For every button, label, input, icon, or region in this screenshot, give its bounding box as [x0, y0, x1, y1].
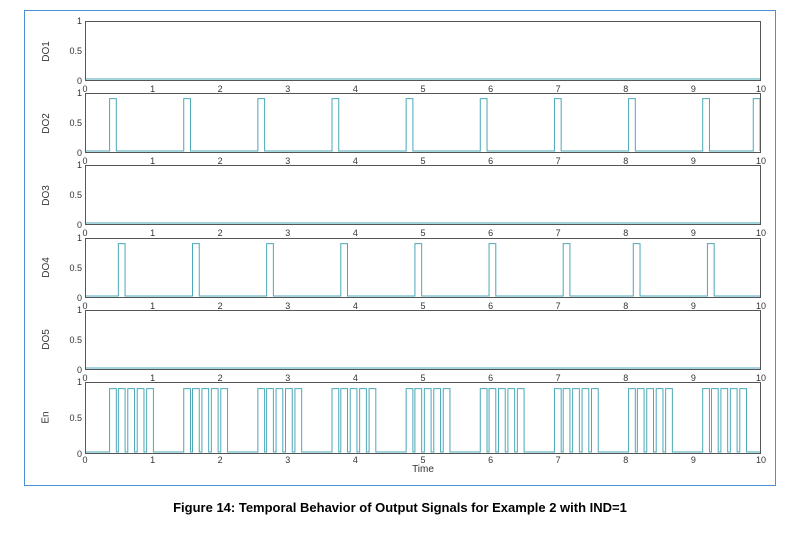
- ytick-column: 00.51: [63, 310, 85, 370]
- ylabel: DO5: [29, 310, 63, 370]
- xtick: 0: [82, 455, 87, 465]
- xtick-row: 012345678910: [85, 300, 761, 310]
- ytick: 1: [77, 377, 82, 387]
- xtick: 9: [691, 455, 696, 465]
- ytick: 1: [77, 160, 82, 170]
- ylabel-text: DO4: [41, 257, 52, 278]
- xtick: 2: [218, 455, 223, 465]
- ytick-column: 00.51: [63, 165, 85, 225]
- xtick: 6: [488, 455, 493, 465]
- ytick-column: 00.51: [63, 238, 85, 298]
- ytick: 0: [77, 148, 82, 158]
- figure-container: DO100.51012345678910DO200.51012345678910…: [24, 10, 776, 486]
- ytick-column: 00.51: [63, 21, 85, 81]
- axes-box: [85, 165, 761, 225]
- xtick-row: 012345678910: [85, 454, 761, 464]
- ylabel-text: En: [40, 412, 51, 424]
- xtick-row: 012345678910: [85, 372, 761, 382]
- xtick: 4: [353, 455, 358, 465]
- xtick: 3: [285, 455, 290, 465]
- ytick: 1: [77, 88, 82, 98]
- ylabel: DO2: [29, 93, 63, 153]
- ytick: 0: [77, 365, 82, 375]
- ytick: 1: [77, 305, 82, 315]
- ytick: 1: [77, 16, 82, 26]
- axes-box: [85, 21, 761, 81]
- subplot-do3: DO3 00.51: [29, 165, 761, 225]
- ylabel: DO4: [29, 238, 63, 298]
- ytick: 0: [77, 76, 82, 86]
- axes-box: [85, 93, 761, 153]
- ytick: 1: [77, 233, 82, 243]
- ytick: 0.5: [69, 46, 82, 56]
- ytick-column: 00.51: [63, 93, 85, 153]
- ytick: 0: [77, 449, 82, 459]
- axes-box: [85, 238, 761, 298]
- xtick-row: 012345678910: [85, 83, 761, 93]
- ylabel: DO1: [29, 21, 63, 81]
- ytick: 0.5: [69, 335, 82, 345]
- ylabel-text: DO1: [41, 41, 52, 62]
- subplot-do4: DO4 00.51: [29, 238, 761, 298]
- figure-caption: Figure 14: Temporal Behavior of Output S…: [0, 500, 800, 515]
- subplot-do1: DO1 00.51: [29, 21, 761, 81]
- ytick: 0.5: [69, 413, 82, 423]
- subplot-do2: DO2 00.51: [29, 93, 761, 153]
- ylabel: DO3: [29, 165, 63, 225]
- xlabel: Time: [85, 464, 761, 475]
- xtick: 1: [150, 455, 155, 465]
- axes-box: [85, 310, 761, 370]
- ylabel-text: DO2: [41, 113, 52, 134]
- xtick: 7: [556, 455, 561, 465]
- xtick: 10: [756, 455, 766, 465]
- xtick: 8: [623, 455, 628, 465]
- xtick: 5: [420, 455, 425, 465]
- xtick-row: 012345678910: [85, 155, 761, 165]
- ytick: 0.5: [69, 190, 82, 200]
- axes-box: [85, 382, 761, 454]
- ytick-column: 00.51: [63, 382, 85, 454]
- ytick: 0.5: [69, 263, 82, 273]
- subplot-en: En 00.51: [29, 382, 761, 454]
- ylabel: En: [29, 382, 63, 454]
- ytick: 0: [77, 220, 82, 230]
- ytick: 0: [77, 293, 82, 303]
- ylabel-text: DO3: [41, 185, 52, 206]
- subplot-do5: DO5 00.51: [29, 310, 761, 370]
- ytick: 0.5: [69, 118, 82, 128]
- xtick-row: 012345678910: [85, 227, 761, 237]
- ylabel-text: DO5: [41, 329, 52, 350]
